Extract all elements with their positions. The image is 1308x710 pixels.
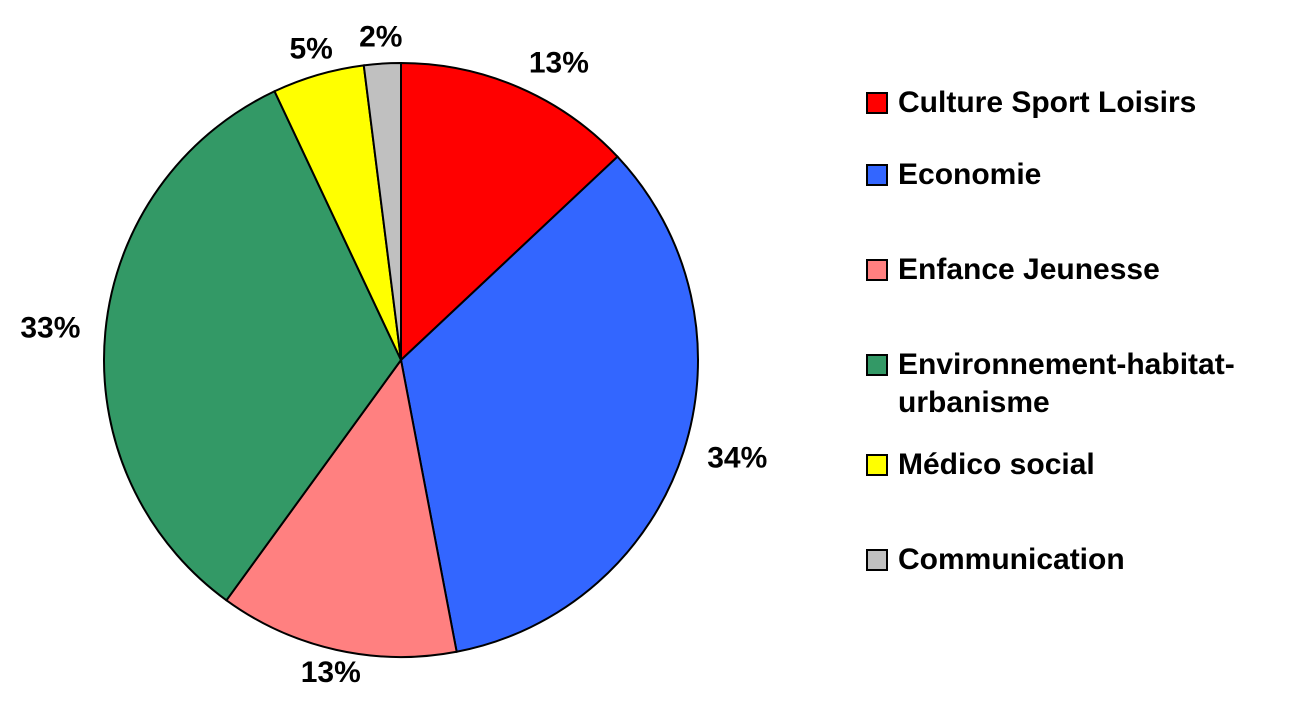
legend-item: Communication [866,541,1286,579]
legend-swatch [866,454,888,476]
data-label: 13% [529,46,589,79]
pie-slice [103,89,403,602]
pie-slice [400,61,619,363]
data-label: 34% [707,441,767,474]
legend-label: Enfance Jeunesse [898,253,1160,286]
data-label: 13% [301,656,361,689]
legend-label: Environnement-habitat-urbanisme [898,348,1235,419]
legend-label: Economie [898,158,1042,191]
legend-swatch [866,259,888,281]
pie-slice [399,155,699,653]
legend-label: Communication [898,543,1125,576]
pie-slice [362,61,402,361]
chart: 13% 34% 13% 33% 5% 2% [20,21,767,690]
data-label: 2% [359,21,402,54]
legend-label: Médico social [898,448,1095,481]
pie-slice [225,357,458,658]
legend-item: Médico social [866,446,1286,484]
data-label: 33% [20,312,80,345]
legend-label: Culture Sport Loisirs [898,86,1197,119]
legend-item: Enfance Jeunesse [866,251,1286,289]
legend-item: Environnement-habitat-urbanisme [866,346,1286,422]
legend-swatch [866,549,888,571]
legend-swatch [866,354,888,376]
data-label: 5% [289,33,332,66]
legend-item: Economie [866,156,1286,194]
legend-item: Culture Sport Loisirs [866,84,1286,122]
legend-swatch [866,92,888,114]
legend-swatch [866,164,888,186]
